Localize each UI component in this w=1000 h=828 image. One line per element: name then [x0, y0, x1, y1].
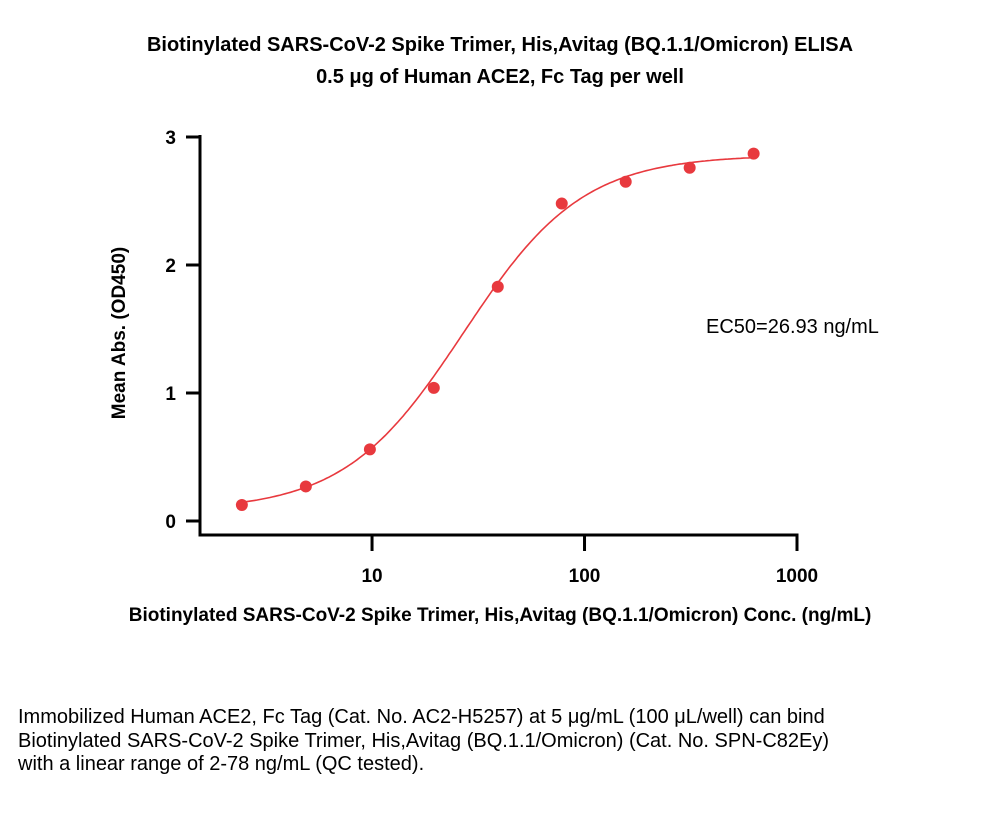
data-point: [235, 499, 248, 511]
data-point: [683, 161, 696, 174]
figure-caption: Immobilized Human ACE2, Fc Tag (Cat. No.…: [18, 706, 830, 775]
data-point: [555, 197, 568, 210]
data-point: [427, 381, 440, 394]
data-point: [619, 175, 632, 188]
data-point: [299, 480, 312, 493]
fit-curve: [241, 156, 754, 504]
chart-plot: 0 1 2 3 10 100 1000: [165, 128, 818, 587]
x-tick-label: 1000: [776, 566, 818, 587]
y-tick-label: 3: [165, 128, 176, 149]
ec50-annotation: EC50=26.93 ng/mL: [706, 316, 879, 338]
chart-title: Biotinylated SARS-CoV-2 Spike Trimer, Hi…: [146, 34, 854, 56]
x-axis-label: Biotinylated SARS-CoV-2 Spike Trimer, Hi…: [128, 605, 872, 626]
data-point: [747, 147, 760, 160]
data-point: [363, 443, 376, 456]
y-tick-label: 0: [165, 512, 176, 533]
x-tick-label: 100: [569, 566, 601, 587]
data-point: [491, 280, 504, 293]
chart-subtitle: 0.5 μg of Human ACE2, Fc Tag per well: [316, 66, 684, 88]
x-tick-label: 10: [361, 566, 382, 587]
y-axis-label: Mean Abs. (OD450): [109, 246, 130, 420]
y-tick-label: 2: [165, 256, 176, 277]
y-tick-label: 1: [165, 384, 176, 405]
